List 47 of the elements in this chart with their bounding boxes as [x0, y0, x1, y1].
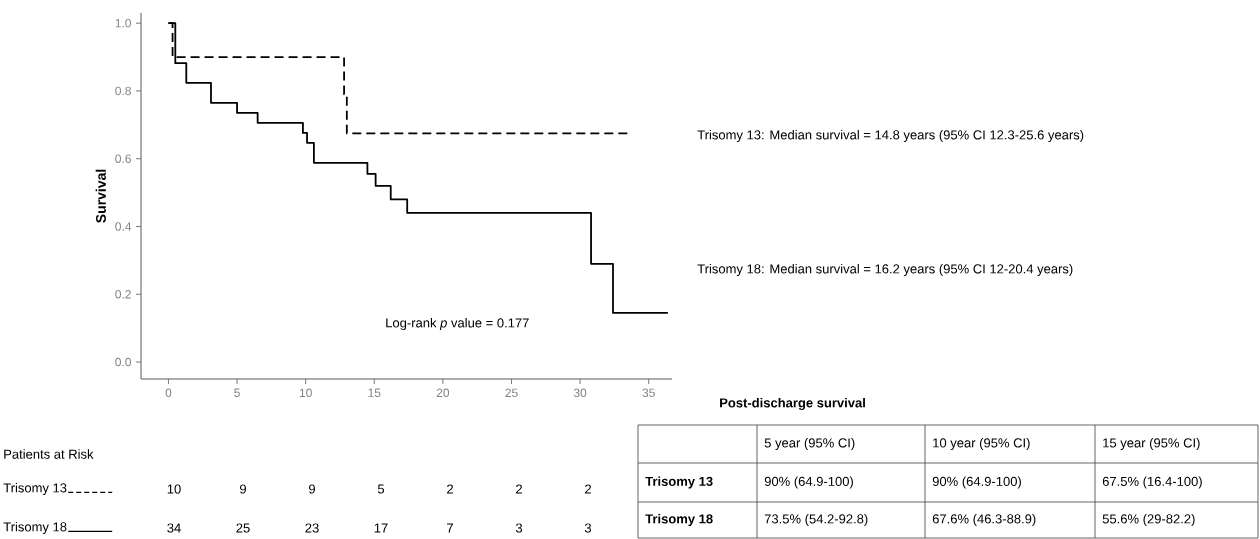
y-axis-title: Survival [95, 169, 106, 223]
y-tick-label: 0.0 [115, 357, 132, 367]
y-tick-label: 1.0 [115, 18, 132, 28]
y-tick-label: 0.2 [115, 290, 131, 299]
text: 67.6% (46.3-88.9) [932, 513, 1036, 527]
text: 3 [515, 523, 523, 533]
text: 2 [585, 484, 591, 494]
text: 17 [374, 523, 388, 533]
text: Post-discharge survival [720, 397, 865, 411]
text: 34 [167, 523, 181, 533]
x-tick-label: 0 [165, 388, 172, 398]
text: 5 year (95% CI) [764, 437, 855, 451]
text: 23 [305, 523, 319, 533]
text: 67.5% (16.4-100) [1102, 476, 1202, 489]
text: Trisomy 13: Median survival = 14.8 years (95% CI 12.3-25.6 years) [697, 129, 1084, 143]
text: 9 [309, 484, 315, 494]
x-tick-label: 20 [436, 388, 450, 398]
x-tick-label: 5 [234, 388, 240, 397]
x-tick-label: 30 [573, 388, 587, 398]
text: Patients at Risk [4, 449, 94, 459]
text: 90% (64.9-100) [932, 476, 1021, 489]
y-tick-label: 0.8 [115, 86, 131, 96]
text: 9 [240, 484, 246, 494]
text: 5 [377, 484, 385, 494]
legend-label: Trisomy 13 [3, 482, 67, 496]
text: Trisomy 13 [645, 476, 713, 489]
annotation: Log-rank p value = 0.177 [386, 317, 529, 331]
text: 10 [167, 484, 181, 494]
text: 3 [584, 523, 592, 533]
text: Trisomy 18 [645, 513, 713, 527]
x-tick-label: 25 [505, 388, 518, 398]
text: 2 [447, 484, 453, 494]
text: 10 year (95% CI) [933, 437, 1030, 451]
legend-label: Trisomy 18 [3, 521, 67, 535]
text: 55.6% (29-82.2) [1102, 513, 1195, 527]
text: 25 [236, 523, 250, 533]
x-tick-label: 35 [642, 388, 655, 398]
text: 2 [516, 484, 522, 494]
x-tick-label: 15 [368, 388, 381, 397]
text: 15 year (95% CI) [1103, 437, 1200, 451]
text: 73.5% (54.2-92.8) [764, 513, 868, 527]
text: 90% (64.9-100) [764, 476, 853, 489]
x-tick-label: 10 [299, 388, 312, 398]
y-tick-label: 0.6 [115, 154, 131, 163]
y-tick-label: 0.4 [115, 222, 132, 231]
text: Trisomy 18: Median survival = 16.2 years (95% CI 12-20.4 years) [697, 263, 1073, 277]
text: 7 [447, 523, 453, 533]
